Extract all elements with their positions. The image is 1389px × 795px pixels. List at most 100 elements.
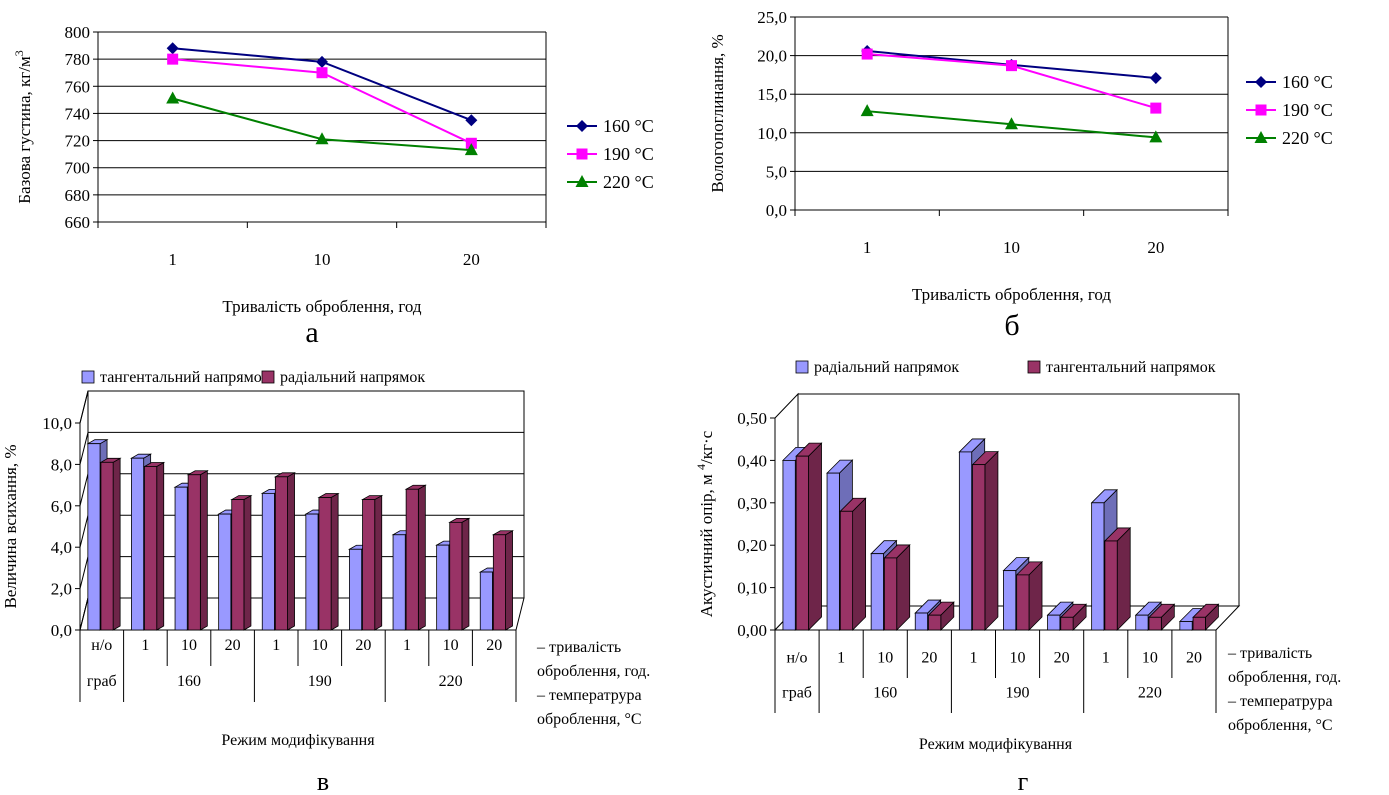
x-tick-label: 10: [1142, 649, 1158, 666]
legend-marker: [575, 175, 589, 187]
group-label: 160: [177, 673, 201, 690]
legend-marker: [1255, 76, 1267, 88]
legend-label: тангентальний напрямок: [1046, 359, 1216, 376]
bar: [144, 466, 158, 631]
panel-label: а: [305, 316, 318, 349]
bar: [218, 513, 232, 631]
y-tick-label: 8,0: [51, 455, 72, 474]
gridline: [79, 473, 89, 506]
group-label: граб: [782, 684, 812, 701]
bar: [274, 476, 288, 631]
legend-swatch: [261, 370, 275, 384]
legend-label: 220 °C: [1282, 128, 1333, 148]
legend-label: тангентальний напрямок: [100, 369, 270, 386]
side-note: оброблення, °С: [537, 711, 642, 728]
bar: [492, 534, 506, 631]
group-label: 190: [1006, 684, 1030, 701]
x-tick-label: 1: [403, 637, 411, 654]
y-tick-label: 5,0: [766, 162, 787, 181]
bar: [914, 612, 928, 631]
gridline: [79, 515, 89, 548]
legend-label: 160 °C: [1282, 72, 1333, 92]
y-tick-label: 0,40: [737, 451, 767, 470]
x-tick-label: 20: [355, 637, 371, 654]
gridline: [79, 432, 89, 465]
bar-side: [330, 492, 339, 631]
bar: [826, 472, 840, 631]
bar-side: [287, 472, 295, 631]
bar: [261, 492, 275, 631]
gridline: [79, 597, 89, 631]
x-tick-label: 1: [168, 250, 177, 269]
data-point: [1006, 60, 1017, 72]
bar-side: [199, 470, 208, 631]
bar: [349, 548, 363, 631]
y-tick-label: 0,50: [737, 409, 767, 428]
y-tick-label: 15,0: [757, 85, 787, 104]
data-point: [316, 55, 328, 68]
y-tick-label: 680: [65, 186, 91, 205]
group-label: 220: [439, 673, 463, 690]
y-axis-title: Вологопоглинання, %: [708, 34, 727, 192]
bar-side: [112, 457, 121, 631]
bar: [318, 497, 332, 631]
data-point: [166, 42, 179, 55]
group-label: 190: [308, 673, 332, 690]
y-tick-label: 20,0: [757, 47, 787, 66]
bar: [1047, 614, 1061, 631]
gridline: [79, 390, 89, 424]
bar: [231, 499, 245, 631]
side-note: – тривалість: [536, 639, 621, 656]
bar-side: [808, 442, 822, 631]
legend-marker: [576, 120, 588, 132]
x-tick-label: 20: [463, 250, 480, 269]
x-tick-label: 20: [1054, 649, 1070, 666]
x-tick-label: 1: [969, 649, 977, 666]
bar-side: [417, 484, 426, 631]
y-tick-label: 740: [65, 104, 91, 123]
panel-label: в: [317, 767, 329, 795]
bar: [1104, 540, 1118, 631]
x-tick-label: 10: [314, 250, 331, 269]
x-tick-label: 1: [141, 637, 149, 654]
data-point: [1149, 71, 1162, 84]
data-point: [861, 48, 873, 60]
legend-swatch: [1027, 360, 1041, 374]
legend-label: радіальний напрямок: [814, 359, 959, 376]
y-tick-label: 760: [65, 77, 91, 96]
bar-side: [461, 517, 470, 631]
y-tick-label: 660: [65, 213, 91, 232]
x-tick-label: 10: [877, 649, 893, 666]
y-tick-label: 10,0: [757, 124, 787, 143]
bar: [839, 510, 854, 631]
x-tick-label: 10: [1003, 238, 1020, 257]
bar: [479, 571, 493, 631]
panel-label: г: [1018, 767, 1029, 795]
bar: [392, 534, 406, 631]
bar: [305, 513, 319, 631]
data-point: [465, 114, 478, 127]
x-axis-title: Режим модифікування: [221, 732, 375, 749]
bar: [100, 461, 114, 631]
bar: [928, 614, 942, 631]
y-tick-label: 10,0: [42, 414, 72, 433]
data-point: [1005, 117, 1018, 130]
y-tick-label: 0,0: [51, 621, 72, 640]
bar: [1003, 570, 1017, 631]
x-tick-label: 10: [312, 637, 328, 654]
bar: [1016, 574, 1030, 631]
y-tick-label: 0,20: [737, 536, 767, 555]
bar: [1091, 502, 1105, 631]
bar: [187, 474, 201, 631]
y-tick-label: 0,10: [737, 579, 767, 598]
x-tick-label: 20: [486, 637, 502, 654]
y-tick-label: 2,0: [51, 580, 72, 599]
y-tick-label: 800: [65, 23, 91, 42]
x-tick-label: 10: [181, 637, 197, 654]
x-tick-label: 20: [1186, 649, 1202, 666]
group-label: 220: [1138, 684, 1162, 701]
y-axis-title: Величина всихання, %: [1, 444, 20, 608]
x-tick-label: 10: [1010, 649, 1026, 666]
y-tick-label: 25,0: [757, 8, 787, 27]
